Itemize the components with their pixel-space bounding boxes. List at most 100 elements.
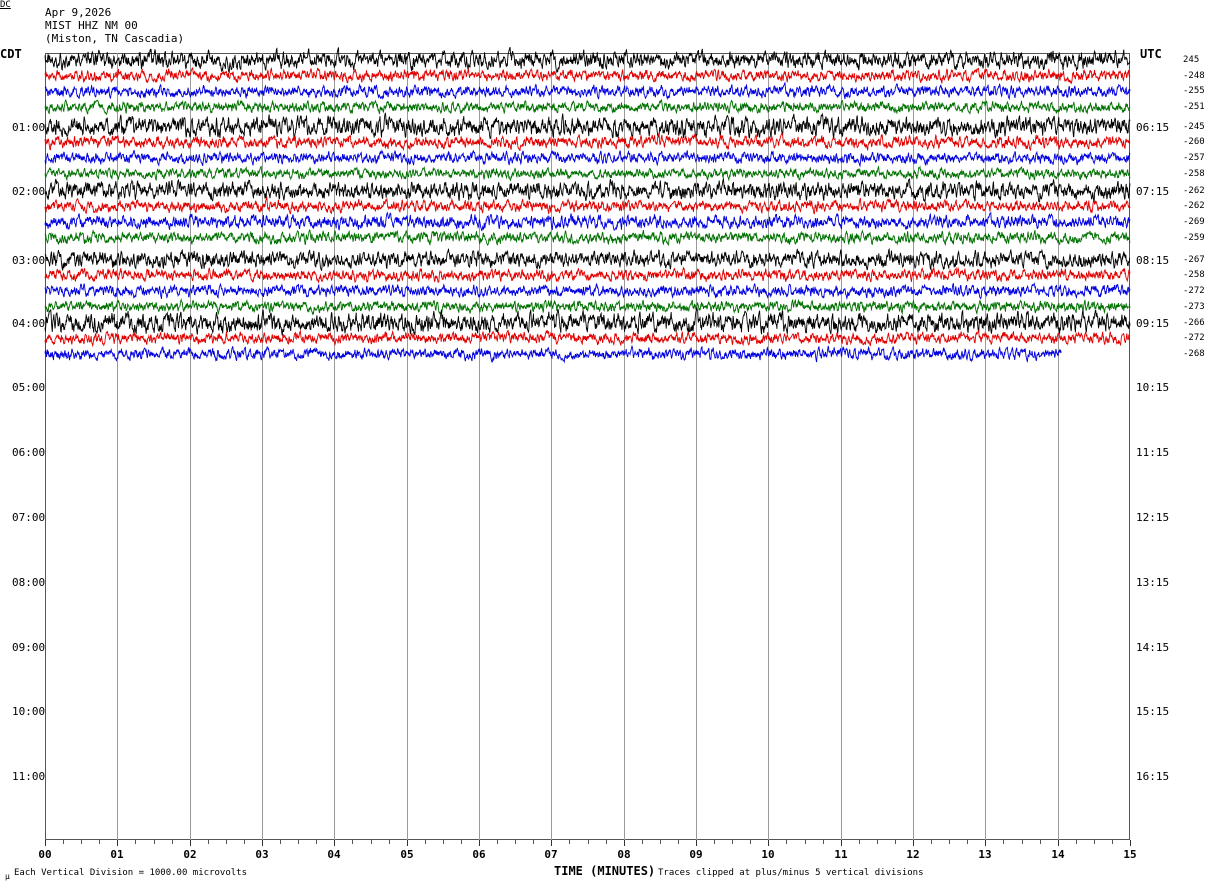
right-time-label-0715: 07:15	[1136, 184, 1170, 198]
dc-value-8: -262	[1183, 185, 1205, 196]
footer-micro-symbol: µ	[5, 872, 10, 881]
x-tick-minor	[371, 840, 372, 844]
x-tick-minor	[389, 840, 390, 844]
plot-frame-top	[45, 53, 1130, 54]
x-tick-minor	[280, 840, 281, 844]
x-tick-label-04: 04	[327, 848, 341, 861]
x-tick-minor	[895, 840, 896, 844]
left-time-label-0100: 01:00	[12, 120, 46, 134]
dc-value-14: -272	[1183, 285, 1205, 296]
x-tick-09	[696, 840, 697, 846]
trace-path	[44, 344, 1062, 364]
x-tick-minor	[1094, 840, 1095, 844]
trace-path	[44, 297, 1131, 317]
trace-4-0100	[44, 112, 1131, 140]
x-tick-minor	[732, 840, 733, 844]
x-tick-minor	[823, 840, 824, 844]
x-tick-minor	[226, 840, 227, 844]
x-tick-14	[1058, 840, 1059, 846]
plot-frame-bottom	[45, 839, 1130, 840]
x-tick-02	[190, 840, 191, 846]
x-tick-label-10: 10	[761, 848, 775, 861]
x-tick-label-15: 15	[1123, 848, 1137, 861]
x-tick-minor	[425, 840, 426, 844]
left-time-label-0500: 05:00	[12, 381, 46, 395]
plot-frame-left	[45, 53, 46, 840]
x-tick-minor	[533, 840, 534, 844]
x-tick-minor	[660, 840, 661, 844]
x-tick-label-00: 00	[38, 848, 52, 861]
x-tick-label-09: 09	[689, 848, 703, 861]
x-tick-minor	[515, 840, 516, 844]
gridline-minute-11	[841, 53, 842, 840]
trace-path	[44, 112, 1131, 140]
x-tick-minor	[352, 840, 353, 844]
trace-8-0200	[44, 177, 1131, 203]
right-time-label-0615: 06:15	[1136, 120, 1170, 134]
trace-13-0315	[44, 266, 1131, 284]
trace-0-0000	[44, 46, 1131, 74]
dc-value-15: -273	[1183, 301, 1205, 312]
gridline-minute-1	[117, 53, 118, 840]
gridline-minute-9	[696, 53, 697, 840]
left-time-label-1000: 10:00	[12, 705, 46, 719]
trace-17-0415	[44, 329, 1131, 348]
x-tick-minor	[786, 840, 787, 844]
x-tick-minor	[244, 840, 245, 844]
trace-3-0045	[44, 99, 1131, 116]
x-tick-minor	[1112, 840, 1113, 844]
x-tick-minor	[931, 840, 932, 844]
x-tick-minor	[461, 840, 462, 844]
x-tick-label-03: 03	[255, 848, 269, 861]
x-tick-minor	[678, 840, 679, 844]
left-time-label-0300: 03:00	[12, 253, 46, 267]
x-tick-minor	[443, 840, 444, 844]
gridline-minute-12	[913, 53, 914, 840]
x-tick-11	[841, 840, 842, 846]
x-tick-minor	[1040, 840, 1041, 844]
x-tick-06	[479, 840, 480, 846]
x-tick-minor	[967, 840, 968, 844]
trace-path	[44, 132, 1131, 152]
x-tick-label-06: 06	[472, 848, 486, 861]
trace-path	[44, 211, 1131, 232]
x-tick-03	[262, 840, 263, 846]
trace-7-0145	[44, 165, 1131, 182]
x-tick-10	[768, 840, 769, 846]
x-tick-label-12: 12	[906, 848, 920, 861]
dc-value-6: -257	[1183, 152, 1205, 163]
gridline-minute-10	[768, 53, 769, 840]
right-axis-label: UTC	[1140, 47, 1162, 61]
x-tick-minor	[154, 840, 155, 844]
x-tick-minor	[569, 840, 570, 844]
x-tick-minor	[208, 840, 209, 844]
left-time-label-0700: 07:00	[12, 510, 46, 524]
x-tick-label-13: 13	[978, 848, 992, 861]
dc-value-12: -267	[1183, 254, 1205, 265]
x-tick-label-08: 08	[617, 848, 631, 861]
x-tick-minor	[588, 840, 589, 844]
dc-value-3: -251	[1183, 102, 1205, 113]
x-tick-07	[551, 840, 552, 846]
left-time-label-0400: 04:00	[12, 316, 46, 330]
x-tick-label-02: 02	[183, 848, 197, 861]
trace-path	[44, 282, 1131, 300]
dc-value-18: -268	[1183, 348, 1205, 359]
trace-path	[44, 177, 1131, 203]
x-tick-minor	[63, 840, 64, 844]
x-tick-00	[45, 840, 46, 846]
x-tick-label-11: 11	[834, 848, 848, 861]
right-time-label-0815: 08:15	[1136, 253, 1170, 267]
seismogram-plot	[44, 46, 1131, 840]
gridline-minute-8	[624, 53, 625, 840]
right-time-label-1515: 15:15	[1136, 705, 1170, 719]
x-tick-label-07: 07	[544, 848, 558, 861]
x-axis: 00 01 02 03 04 05 06 07 08 09 10 11 12 13 14 15	[38, 840, 1137, 864]
trace-path	[44, 165, 1131, 182]
x-tick-minor	[714, 840, 715, 844]
left-time-label-0800: 08:00	[12, 575, 46, 589]
trace-15-0345	[44, 297, 1131, 317]
dc-value-1: -248	[1183, 70, 1205, 81]
x-tick-minor	[1003, 840, 1004, 844]
dc-value-2: -255	[1183, 86, 1205, 97]
